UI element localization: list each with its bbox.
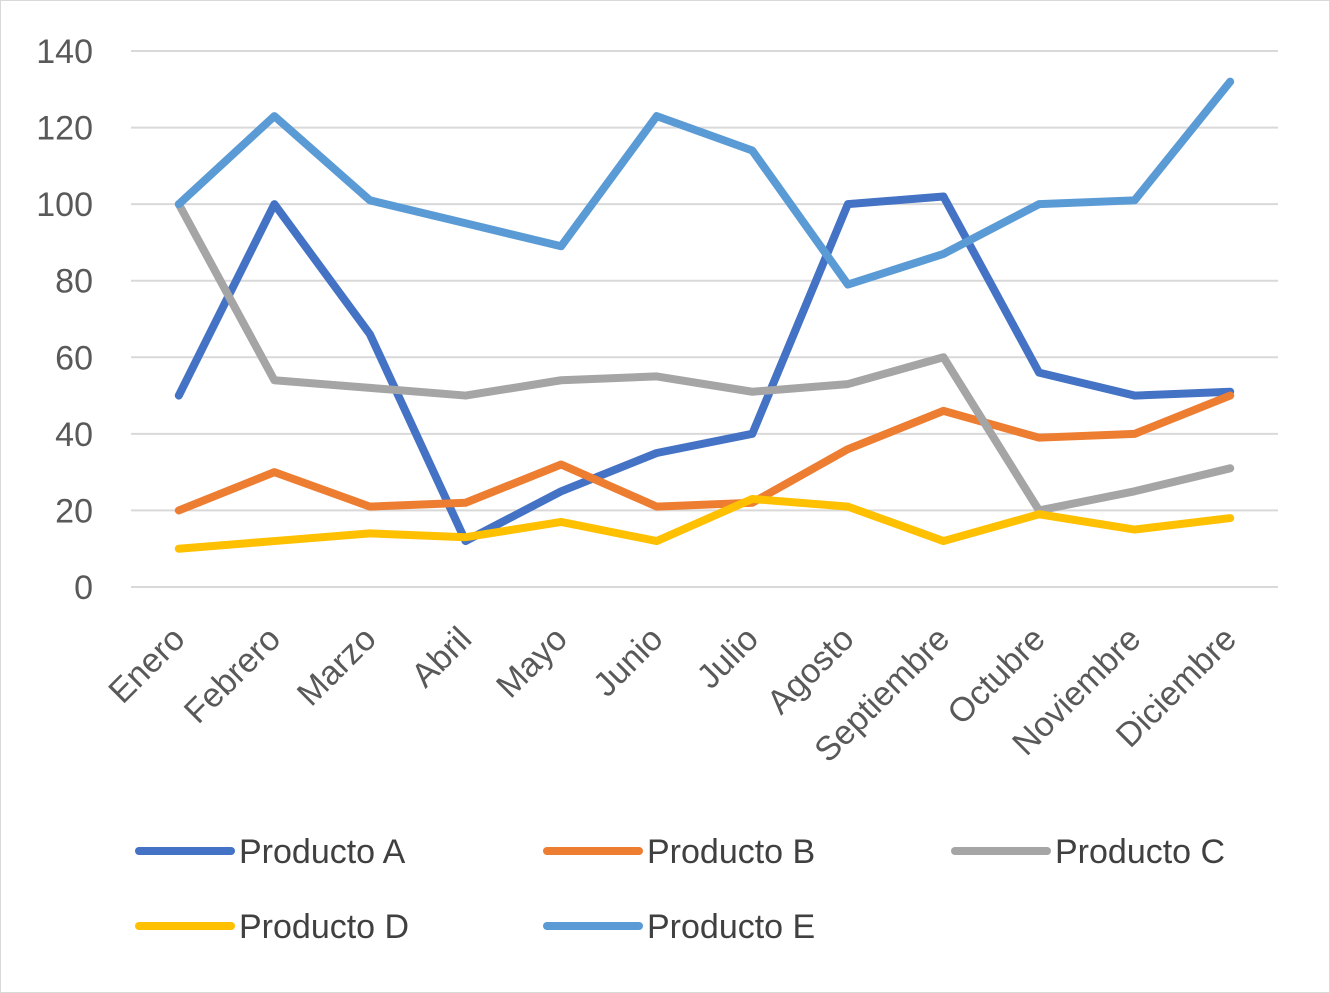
legend-item: Producto D <box>135 908 409 946</box>
y-tick-label: 0 <box>74 569 93 607</box>
legend-label: Producto E <box>647 908 815 946</box>
y-tick-label: 40 <box>55 416 93 454</box>
series-lines <box>174 77 1235 553</box>
y-axis-ticks: 0 20 40 60 80 100 120 140 <box>36 33 93 607</box>
series-line-3 <box>174 200 1235 515</box>
y-tick-label: 20 <box>55 492 93 530</box>
x-tick-label: Marzo <box>290 620 384 714</box>
gridlines <box>131 50 1278 588</box>
legend-item: Producto A <box>135 833 406 871</box>
legend-label: Producto B <box>647 833 815 871</box>
legend-item: Producto C <box>951 833 1225 871</box>
x-tick-label: Mayo <box>489 620 575 706</box>
legend-item: Producto E <box>543 908 815 946</box>
x-tick-label: Febrero <box>177 620 288 731</box>
y-tick-label: 80 <box>55 263 93 301</box>
legend-label: Producto C <box>1055 833 1225 871</box>
y-tick-label: 60 <box>55 339 93 377</box>
series-line-5 <box>174 77 1235 289</box>
series-line-2 <box>174 391 1235 515</box>
x-tick-label: Abril <box>404 620 479 695</box>
series-line-1 <box>174 192 1235 546</box>
legend-item: Producto B <box>543 833 815 871</box>
legend-label: Producto D <box>239 908 409 946</box>
series-line-4 <box>174 494 1235 553</box>
y-tick-label: 120 <box>36 110 93 148</box>
legend: Producto A Producto B Producto C Producto D… <box>135 833 1225 946</box>
y-tick-label: 140 <box>36 33 93 71</box>
legend-label: Producto A <box>239 833 406 871</box>
y-tick-label: 100 <box>36 186 93 224</box>
x-tick-label: Julio <box>690 620 766 696</box>
x-tick-label: Enero <box>101 620 192 711</box>
x-tick-label: Junio <box>586 620 670 704</box>
